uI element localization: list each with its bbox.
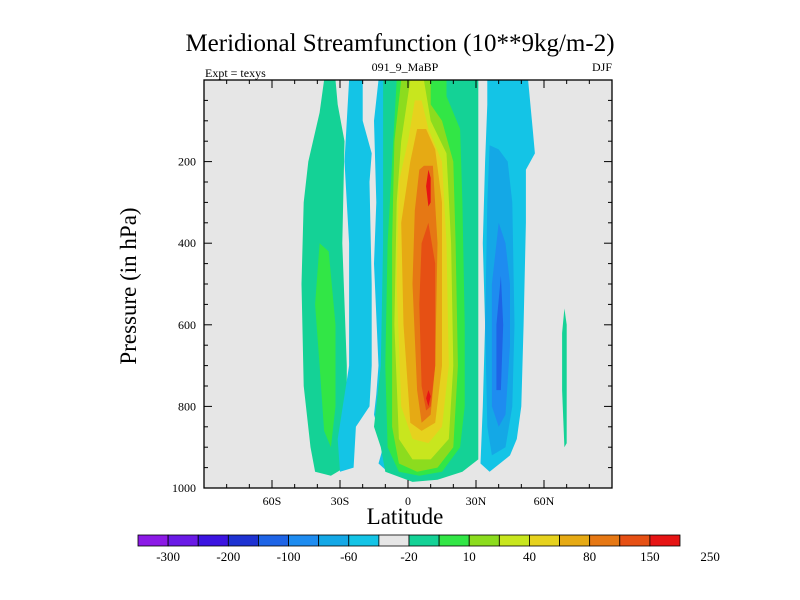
x-axis: 60S 30S 0 30N 60N: [226, 80, 590, 508]
x-axis-label: Latitude: [366, 504, 444, 529]
x-tick-label: 0: [405, 494, 411, 508]
colorbar-label: 80: [583, 549, 596, 564]
experiment-id-label: 091_9_MaBP: [371, 60, 439, 74]
y-tick-label: 1000: [172, 481, 196, 495]
colorbar-swatch: [197, 534, 229, 547]
x-tick-label: 30S: [331, 494, 350, 508]
y-tick-label: 600: [178, 318, 196, 332]
colorbar-label: 40: [523, 549, 536, 564]
season-label: DJF: [591, 60, 612, 74]
contour-polar-negative: [337, 80, 372, 472]
chart-title: Meridional Streamfunction (10**9kg/m-2): [185, 30, 615, 57]
colorbar-label: 150: [640, 549, 660, 564]
colorbar-swatch: [137, 534, 169, 547]
colorbar-swatch: [438, 534, 470, 547]
experiment-label: Expt = texys: [205, 66, 266, 80]
colorbar: -300 -200 -100 -60 -20 10 40 80 150 250: [137, 534, 720, 564]
colorbar-swatch: [288, 534, 320, 547]
y-tick-label: 400: [178, 236, 196, 250]
contour-hadley-250: [419, 222, 436, 411]
colorbar-label: -200: [216, 549, 240, 564]
x-tick-label: 30N: [466, 494, 487, 508]
colorbar-swatch: [589, 534, 621, 547]
colorbar-label: -100: [277, 549, 301, 564]
y-tick-label: 200: [178, 155, 196, 169]
contour-hadley-300-lower: [426, 390, 431, 407]
x-tick-label: 60S: [263, 494, 282, 508]
colorbar-swatch: [559, 534, 591, 547]
contour-arctic-positive: [562, 308, 567, 448]
colorbar-swatch: [649, 534, 681, 547]
contour-sh-ferrel-core: [315, 243, 336, 448]
colorbar-swatch: [318, 534, 350, 547]
colorbar-swatch: [529, 534, 560, 547]
colorbar-label: -20: [400, 549, 417, 564]
contour-hadley-300-upper: [426, 169, 431, 207]
y-tick-label: 800: [178, 399, 196, 413]
colorbar-label: 250: [700, 549, 720, 564]
colorbar-label: 10: [463, 549, 476, 564]
y-axis-label: Pressure (in hPa): [116, 207, 141, 365]
x-tick-label: 60N: [534, 494, 555, 508]
contour-layer: [204, 80, 612, 488]
contour-nh-ferrel-core: [496, 275, 504, 391]
colorbar-swatch: [498, 534, 530, 547]
colorbar-swatch: [167, 534, 199, 547]
colorbar-swatch: [468, 534, 500, 547]
colorbar-swatch: [258, 534, 289, 547]
colorbar-swatch: [619, 534, 651, 547]
colorbar-swatch: [408, 534, 440, 547]
colorbar-label: -60: [340, 549, 357, 564]
colorbar-swatch: [378, 534, 410, 547]
colorbar-swatch: [348, 534, 380, 547]
colorbar-label: -300: [156, 549, 180, 564]
colorbar-swatch: [227, 534, 259, 547]
y-axis: 200 400 600 800 1000: [172, 99, 612, 495]
